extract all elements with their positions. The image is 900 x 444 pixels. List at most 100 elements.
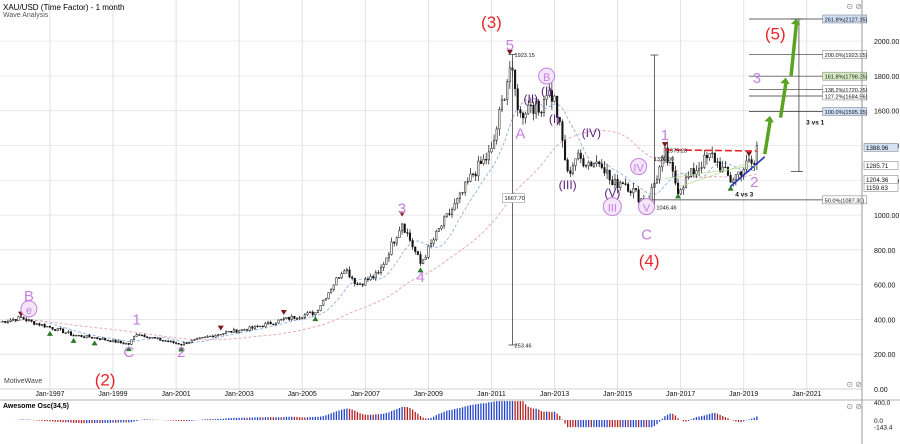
candle-body <box>146 336 149 339</box>
candle-body <box>545 95 548 100</box>
candle-body <box>574 158 577 166</box>
candle-body <box>453 203 456 210</box>
candle-body <box>524 113 527 119</box>
candle-body <box>117 340 120 343</box>
candle-body <box>301 317 304 319</box>
candle-body <box>616 179 619 189</box>
candle-body <box>561 121 564 141</box>
candle-body <box>175 342 178 344</box>
candle-body <box>309 311 312 314</box>
osc-tick-label: 0.0 <box>874 418 883 425</box>
candle-body <box>366 278 369 281</box>
candle-body <box>232 329 235 333</box>
green-guide-line <box>664 165 757 179</box>
candle-body <box>62 328 65 334</box>
osc-tick-label: -143.4 <box>874 424 893 431</box>
candle-body <box>740 171 743 176</box>
panel-controls-icon[interactable]: ⊙ ⊘ <box>846 380 862 389</box>
fib-label-box <box>822 50 867 59</box>
candle-body <box>214 335 217 338</box>
candle-body <box>414 246 417 252</box>
candle-body <box>487 151 490 161</box>
annotation-label: 1326.90 <box>654 157 674 163</box>
candle-body <box>288 317 291 320</box>
candle-body <box>319 305 322 311</box>
brand-label: MotiveWave <box>4 378 43 385</box>
wave-label: (III) <box>559 178 577 192</box>
time-tick-label: Jan-2017 <box>666 391 695 398</box>
annotation-label: 4 vs 3 <box>735 192 753 199</box>
candle-body <box>500 99 503 110</box>
annotation-label: 1667.70 <box>504 196 524 202</box>
candle-body <box>198 337 201 339</box>
price-marker-box <box>863 143 899 152</box>
candle-body <box>737 171 740 175</box>
candle-body <box>537 100 540 113</box>
candle-body <box>196 338 199 340</box>
candle-body <box>493 139 496 149</box>
candle-body <box>311 311 314 315</box>
candle-body <box>293 316 296 319</box>
candle-body <box>54 329 57 331</box>
projection-arrowhead <box>764 115 774 123</box>
price-tick-label: 1000.00 <box>874 213 899 220</box>
candle-body <box>527 104 530 115</box>
candle-body <box>514 70 517 89</box>
candle-body <box>540 111 543 114</box>
wave-overlays: 261.8%(2127.15) 200.0%(1923.95) 161.8%(179… <box>18 14 868 352</box>
candle-body <box>655 178 659 184</box>
candle-body <box>705 155 708 158</box>
candle-body <box>256 325 259 328</box>
wave-label: 2 <box>750 174 758 191</box>
price-tick-label: 2000.00 <box>874 39 899 46</box>
candle-body <box>632 188 635 194</box>
candle-body <box>98 338 101 340</box>
annotation-box <box>502 193 525 203</box>
candle-body <box>427 245 430 258</box>
candle-body <box>161 340 164 342</box>
candle-body <box>377 272 380 274</box>
candle-body <box>51 327 54 330</box>
candle-body <box>69 331 72 336</box>
candle-body <box>429 242 433 247</box>
candle-body <box>343 270 346 274</box>
time-axis[interactable]: Jan-1997 Jan-1999 Jan-2001 Jan-2003 Jan-2005… <box>35 391 821 398</box>
candle-body <box>119 340 122 343</box>
candle-body <box>106 339 109 342</box>
candle-body <box>219 334 222 336</box>
candle-body <box>80 334 83 337</box>
oscillator-controls-icon[interactable]: ⊙ ⊘ <box>846 402 862 411</box>
swing-marker <box>661 142 668 148</box>
chart-subtitle: Wave Analysis <box>3 12 49 19</box>
candle-body <box>387 254 390 259</box>
candle-body <box>466 181 469 183</box>
candle-body <box>529 104 532 107</box>
candle-body <box>498 109 501 130</box>
candle-body <box>637 189 640 203</box>
candle-body <box>661 155 664 168</box>
wave-label: (2) <box>95 371 116 390</box>
candle-body <box>408 232 412 241</box>
candle-body <box>27 319 30 321</box>
candle-body <box>690 168 693 177</box>
annotation-label: 3 vs 1 <box>806 119 824 126</box>
candle-body <box>85 334 88 338</box>
wave-label: (I) <box>541 84 552 98</box>
chart-title: XAU/USD (Time Factor) - 1 month <box>3 3 125 12</box>
candle-body <box>611 179 614 186</box>
candle-body <box>666 147 669 163</box>
panel-controls-icon[interactable]: ⊙ ⊘ <box>846 2 862 11</box>
wave-label-circle <box>20 300 38 318</box>
resistance-line <box>664 149 757 152</box>
candle-body <box>72 334 75 337</box>
candle-body <box>684 177 687 188</box>
candle-body <box>403 223 406 233</box>
wave-label: IV <box>633 163 644 175</box>
candle-body <box>156 337 159 340</box>
candle-body <box>316 310 320 313</box>
wave-label: (I) <box>549 112 560 126</box>
price-axis[interactable]: 0.00200.00400.00600.00800.001000.001200.… <box>861 0 899 444</box>
candle-body <box>111 339 115 343</box>
